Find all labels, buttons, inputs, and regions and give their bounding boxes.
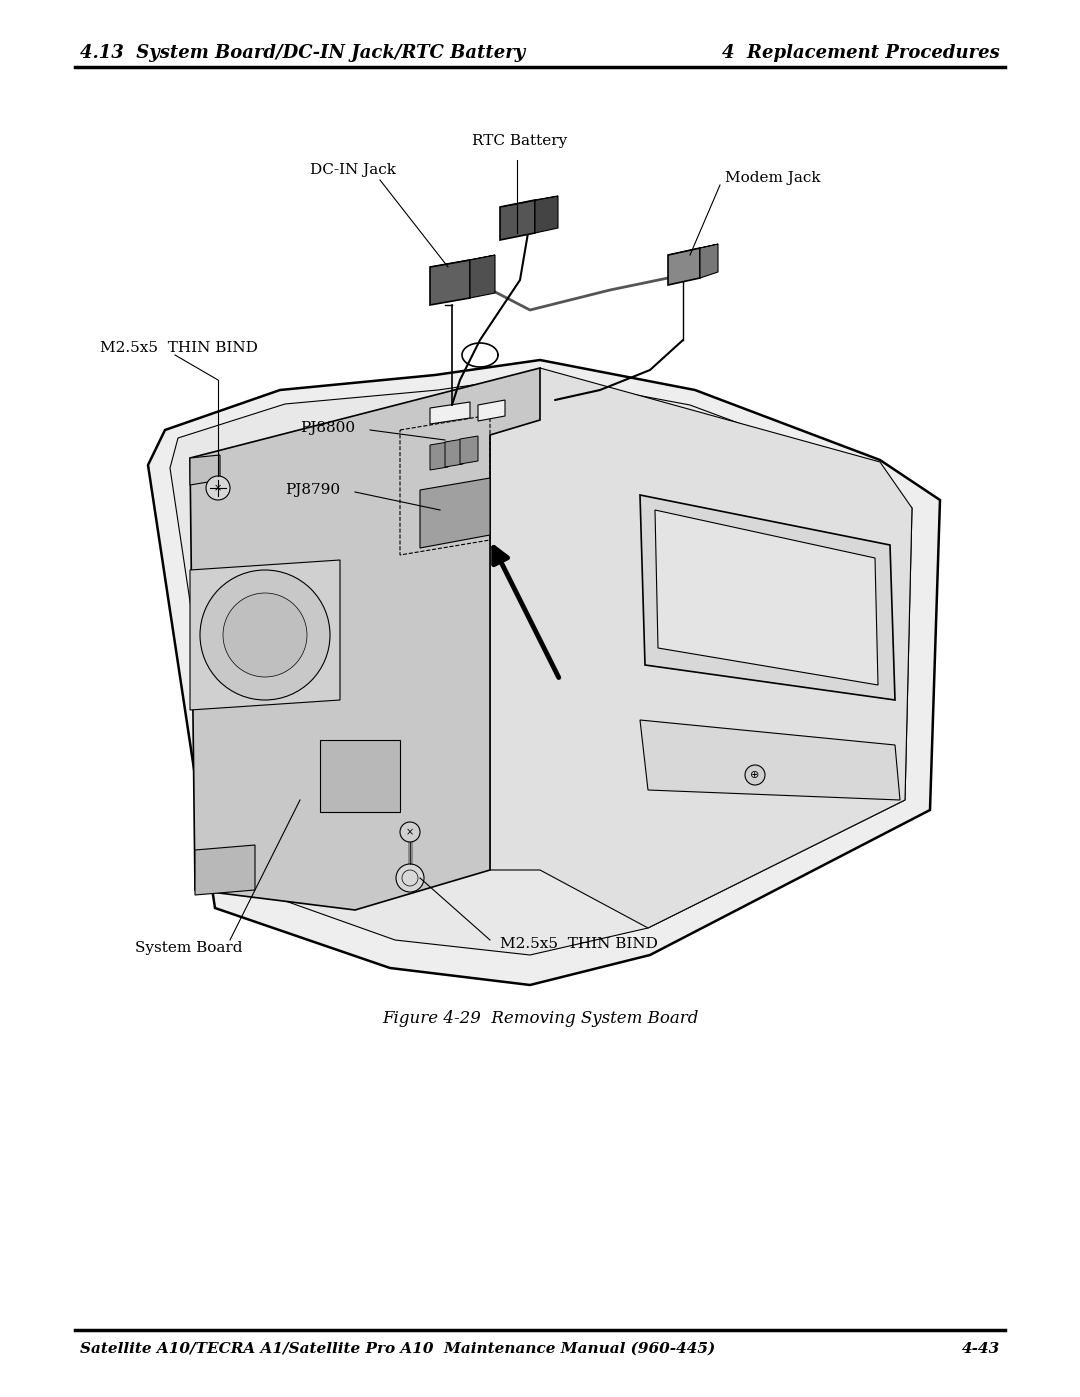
Circle shape — [222, 592, 307, 678]
Polygon shape — [535, 196, 558, 233]
Text: ⊕: ⊕ — [751, 770, 759, 780]
Polygon shape — [148, 360, 940, 985]
Text: Satellite A10/TECRA A1/Satellite Pro A10  Maintenance Manual (960-445): Satellite A10/TECRA A1/Satellite Pro A10… — [80, 1343, 715, 1356]
Polygon shape — [640, 719, 900, 800]
Polygon shape — [445, 439, 463, 467]
Text: M2.5x5  THIN BIND: M2.5x5 THIN BIND — [500, 937, 658, 951]
Circle shape — [396, 863, 424, 893]
Polygon shape — [190, 560, 340, 710]
Polygon shape — [654, 510, 878, 685]
Polygon shape — [170, 376, 912, 956]
Text: ×: × — [214, 483, 222, 493]
Text: 4-43: 4-43 — [962, 1343, 1000, 1356]
Polygon shape — [500, 196, 558, 207]
Polygon shape — [478, 400, 505, 420]
Text: RTC Battery: RTC Battery — [472, 134, 568, 148]
Polygon shape — [430, 256, 495, 267]
Polygon shape — [430, 260, 470, 305]
Polygon shape — [460, 436, 478, 464]
Polygon shape — [640, 495, 895, 700]
Text: PJ8800: PJ8800 — [300, 420, 355, 434]
Polygon shape — [190, 367, 540, 909]
Text: ×: × — [406, 827, 414, 837]
Text: 4.13  System Board/DC-IN Jack/RTC Battery: 4.13 System Board/DC-IN Jack/RTC Battery — [80, 43, 525, 61]
Text: System Board: System Board — [135, 942, 243, 956]
Polygon shape — [500, 200, 535, 240]
Text: DC-IN Jack: DC-IN Jack — [310, 163, 396, 177]
Circle shape — [400, 821, 420, 842]
Text: PJ8790: PJ8790 — [285, 483, 340, 497]
Polygon shape — [430, 441, 448, 469]
Text: Modem Jack: Modem Jack — [725, 170, 821, 184]
Polygon shape — [190, 455, 220, 485]
Polygon shape — [470, 256, 495, 298]
Polygon shape — [669, 244, 718, 256]
Polygon shape — [195, 845, 255, 895]
Text: 4  Replacement Procedures: 4 Replacement Procedures — [723, 43, 1000, 61]
Bar — [320, 740, 400, 812]
Polygon shape — [430, 402, 470, 425]
Polygon shape — [420, 478, 490, 548]
Circle shape — [745, 766, 765, 785]
Polygon shape — [700, 244, 718, 278]
Circle shape — [206, 476, 230, 500]
Text: M2.5x5  THIN BIND: M2.5x5 THIN BIND — [100, 341, 258, 355]
Text: Figure 4-29  Removing System Board: Figure 4-29 Removing System Board — [382, 1010, 698, 1027]
Polygon shape — [669, 249, 700, 285]
Circle shape — [200, 570, 330, 700]
Polygon shape — [490, 367, 912, 928]
